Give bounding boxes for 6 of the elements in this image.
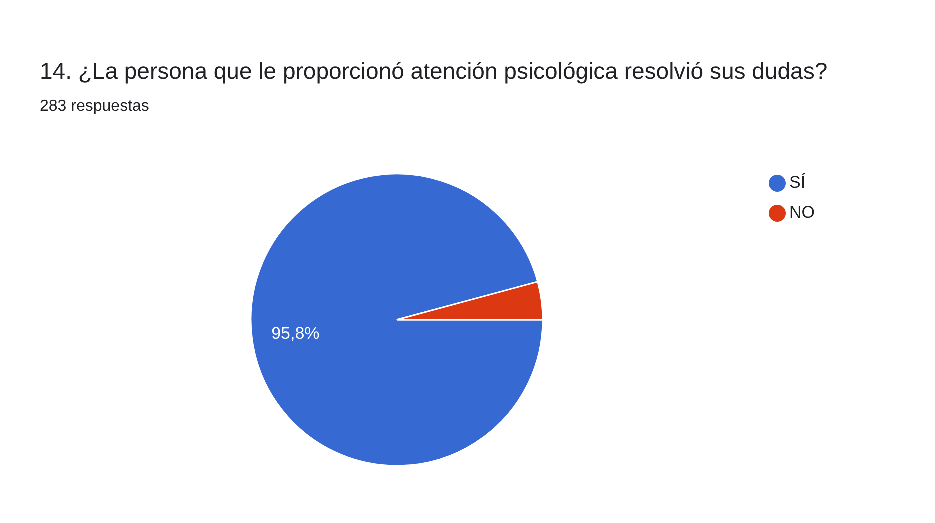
text: 283 respuestas bbox=[40, 98, 150, 116]
chart-title: 14. ¿La persona que le proporcionó atención psicológica resolvió sus dudas? bbox=[40, 58, 828, 85]
data-label: 95,8% bbox=[272, 324, 320, 343]
legend-label: SÍ bbox=[790, 173, 806, 192]
legend-label: NO bbox=[790, 203, 815, 222]
pie-slice bbox=[250, 173, 544, 467]
